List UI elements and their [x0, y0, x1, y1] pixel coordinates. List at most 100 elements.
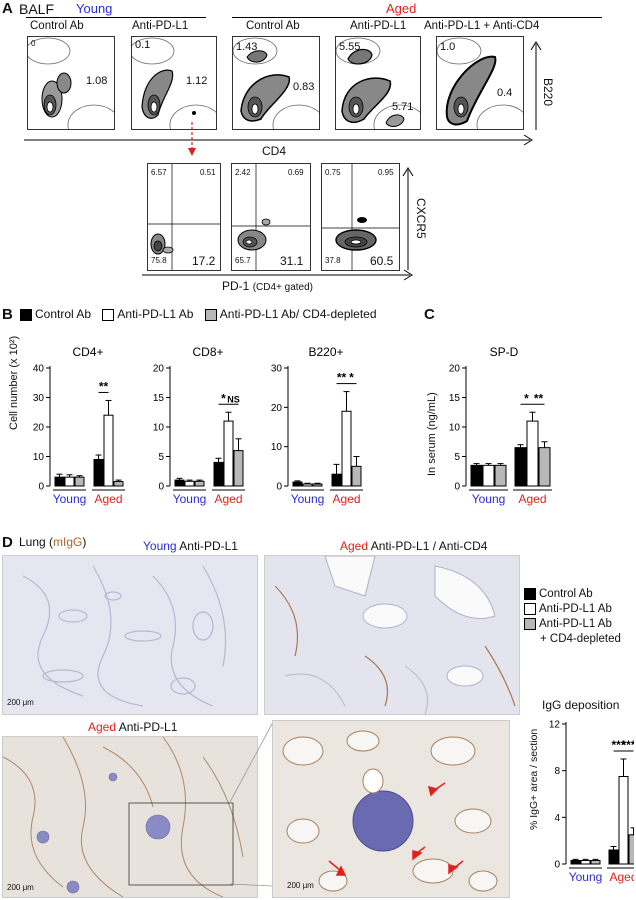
y-tick-label: 4: [554, 813, 560, 824]
bar: [514, 447, 527, 487]
lung-label: Lung (mIgG): [19, 535, 86, 549]
cd4-gated-note: (CD4+ gated): [252, 282, 313, 293]
b220-value: 1.43: [236, 41, 258, 53]
cd4-axis-label: CD4: [262, 144, 287, 158]
img2-group: Aged: [340, 539, 369, 553]
micrograph-aged-zoom: 200 μm: [272, 720, 510, 898]
tissue-texture: [273, 721, 509, 897]
chart-title: B220+: [308, 345, 343, 359]
quadrant-ul: 2.42: [235, 168, 251, 177]
y-tick-label: 8: [554, 766, 560, 777]
bar: [331, 473, 342, 487]
quadrant-lr: 31.1: [280, 254, 304, 268]
significance-label: ***: [611, 738, 625, 752]
gating-arrow: [188, 122, 196, 156]
bar: [312, 483, 323, 487]
panel-c-letter: C: [424, 306, 435, 323]
bar: [526, 420, 539, 487]
micrograph-aged-cd4: [264, 555, 520, 715]
flow-plot-1: 0 1.08: [27, 36, 115, 130]
legend-swatch-antipdl1: [524, 602, 536, 615]
bar: [470, 464, 483, 487]
chart-cd8: CD8+ 0 5 10 15 20 Young Aged * NS: [153, 345, 245, 506]
bar: [174, 479, 185, 487]
bar: [233, 450, 244, 487]
plot-header-2: Anti-PD-L1: [132, 20, 189, 32]
sub-flow-plot-2: 2.42 0.69 65.7 31.1: [231, 163, 311, 271]
bar: [590, 860, 601, 865]
tissue-texture: [265, 556, 519, 714]
y-tick-label: 15: [449, 393, 461, 404]
scale-bar-1: 200 μm: [7, 698, 34, 707]
legend-label-cd4dep: Anti-PD-L1 Ab/ CD4-depleted: [219, 307, 377, 321]
legend-swatch-antipdl1: [102, 308, 115, 321]
legend-d-cd4dep-2: + CD4-depleted: [540, 633, 621, 645]
b220-value: 0.1: [135, 39, 151, 51]
bar: [184, 480, 195, 487]
legend-d-control: Control Ab: [539, 588, 593, 600]
cd4-axis-arrow: [24, 134, 533, 146]
sub-flow-contour: [148, 164, 220, 270]
y-tick-label: 20: [449, 364, 461, 375]
chart-title: SP-D: [490, 345, 519, 359]
y-tick-label: 20: [153, 364, 165, 375]
img1-group: Young: [143, 539, 177, 553]
img2-treatment: Anti-PD-L1 / Anti-CD4: [368, 539, 488, 553]
flow-plot-2: 0.1 1.12: [131, 36, 217, 130]
sub-flow-contour: [232, 164, 310, 270]
group-label: Aged: [609, 870, 634, 884]
panel-b-legend: Control Ab Anti-PD-L1 Ab Anti-PD-L1 Ab/ …: [20, 307, 377, 321]
group-label: Young: [291, 492, 325, 506]
quadrant-ur: 0.51: [200, 168, 216, 177]
bar: [93, 458, 104, 487]
img3-title-label: Aged Anti-PD-L1: [88, 720, 177, 734]
sub-flow-plot-1: 6.57 0.51 75.8 17.2: [147, 163, 221, 271]
group-label: Young: [569, 870, 603, 884]
bar: [628, 834, 634, 865]
panel-b-ylabel: Cell number (x 10²): [8, 335, 20, 430]
cd4-value: 5.71: [392, 101, 414, 113]
group-label: Aged: [214, 492, 242, 506]
legend-swatch-cd4dep: [204, 308, 217, 321]
flow-contour: [336, 37, 420, 129]
img3-group: Aged: [88, 720, 117, 734]
legend-label-control: Control Ab: [35, 307, 92, 321]
legend-d-cd4dep: Anti-PD-L1 Ab: [539, 618, 612, 630]
panel-d-letter: D: [2, 534, 13, 551]
img1-title: Young Anti-PD-L1: [143, 539, 238, 553]
group-label: Young: [472, 492, 506, 506]
lung-close: ): [82, 535, 87, 549]
bar: [292, 481, 303, 487]
bar: [64, 476, 75, 487]
aged-bracket-line: [232, 17, 602, 18]
quadrant-lr: 17.2: [192, 254, 216, 268]
tissue-texture: [3, 737, 257, 897]
young-header: Young: [76, 1, 113, 16]
b220-axis-label: B220: [541, 78, 555, 107]
plot-header-5: Anti-PD-L1 + Anti-CD4: [424, 20, 540, 32]
y-tick-label: 10: [271, 442, 283, 453]
scale-bar-4: 200 μm: [287, 881, 314, 890]
chart-igg: 0 4 8 12 Young Aged ******: [549, 720, 634, 884]
bar: [351, 465, 362, 487]
flow-contour: [437, 37, 523, 129]
b220-value: 5.55: [339, 41, 361, 53]
y-tick-label: 0: [554, 860, 560, 871]
significance-label: *: [349, 371, 354, 385]
young-bracket-line: [26, 17, 206, 18]
bar: [213, 461, 224, 487]
img2-title: Aged Anti-PD-L1 / Anti-CD4: [340, 539, 487, 553]
quadrant-ur: 0.95: [378, 168, 394, 177]
y-tick-label: 0: [38, 482, 44, 493]
img3-treatment: Anti-PD-L1: [116, 720, 178, 734]
pd1-axis-label: PD-1 (CD4+ gated): [222, 279, 313, 293]
y-tick-label: 15: [153, 393, 165, 404]
flow-contour: [28, 37, 114, 129]
legend-label-antipdl1: Anti-PD-L1 Ab: [117, 307, 194, 321]
quadrant-lr: 60.5: [370, 254, 394, 268]
cxcr5-axis-arrow: [402, 167, 414, 270]
y-tick-label: 0: [276, 482, 282, 493]
significance-label: *: [524, 391, 529, 405]
significance-label: **: [337, 371, 347, 385]
